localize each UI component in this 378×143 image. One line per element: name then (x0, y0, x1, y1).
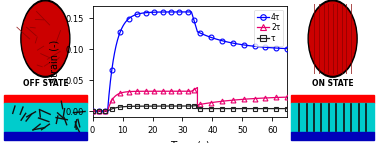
Bar (291, 132, 374, 140)
Circle shape (308, 0, 357, 77)
Text: OFF STATE: OFF STATE (23, 79, 68, 88)
Circle shape (22, 2, 68, 75)
Circle shape (310, 2, 356, 75)
Y-axis label: Strain (-): Strain (-) (50, 40, 60, 83)
Legend: 4τ, 2τ, τ: 4τ, 2τ, τ (254, 10, 284, 46)
Text: ON STATE: ON STATE (312, 79, 353, 88)
Bar (4, 132, 87, 140)
Bar (4, 95, 87, 103)
X-axis label: Time (s): Time (s) (170, 141, 210, 143)
Bar (291, 95, 374, 103)
Bar (291, 103, 374, 132)
Circle shape (21, 0, 70, 77)
Bar (4, 103, 87, 132)
